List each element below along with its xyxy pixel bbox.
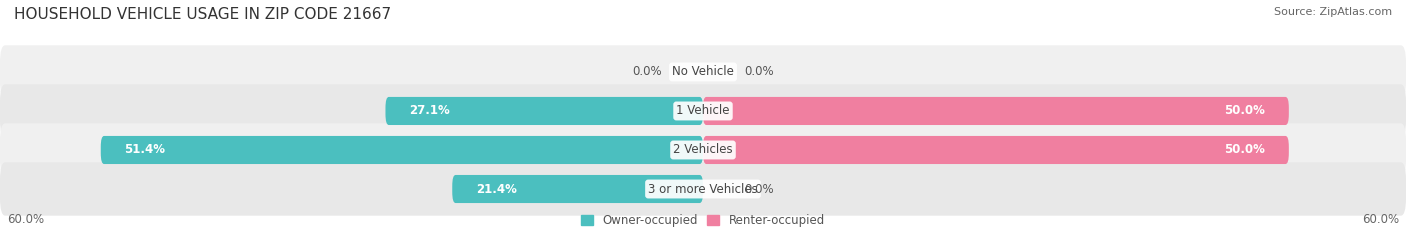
FancyBboxPatch shape [703, 97, 1289, 125]
Text: 50.0%: 50.0% [1225, 144, 1265, 157]
Text: 3 or more Vehicles: 3 or more Vehicles [648, 182, 758, 195]
FancyBboxPatch shape [453, 175, 703, 203]
Text: 0.0%: 0.0% [744, 65, 773, 79]
Text: 0.0%: 0.0% [633, 65, 662, 79]
FancyBboxPatch shape [0, 123, 1406, 177]
Text: 2 Vehicles: 2 Vehicles [673, 144, 733, 157]
Legend: Owner-occupied, Renter-occupied: Owner-occupied, Renter-occupied [581, 214, 825, 227]
Text: HOUSEHOLD VEHICLE USAGE IN ZIP CODE 21667: HOUSEHOLD VEHICLE USAGE IN ZIP CODE 2166… [14, 7, 391, 22]
Text: 60.0%: 60.0% [7, 212, 44, 226]
Text: 0.0%: 0.0% [744, 182, 773, 195]
FancyBboxPatch shape [0, 45, 1406, 99]
FancyBboxPatch shape [385, 97, 703, 125]
Text: 51.4%: 51.4% [124, 144, 165, 157]
Text: No Vehicle: No Vehicle [672, 65, 734, 79]
Text: 27.1%: 27.1% [409, 104, 450, 117]
Text: 21.4%: 21.4% [475, 182, 516, 195]
Text: Source: ZipAtlas.com: Source: ZipAtlas.com [1274, 7, 1392, 17]
Text: 50.0%: 50.0% [1225, 104, 1265, 117]
Text: 60.0%: 60.0% [1362, 212, 1399, 226]
FancyBboxPatch shape [101, 136, 703, 164]
FancyBboxPatch shape [0, 84, 1406, 138]
FancyBboxPatch shape [0, 162, 1406, 216]
Text: 1 Vehicle: 1 Vehicle [676, 104, 730, 117]
FancyBboxPatch shape [703, 136, 1289, 164]
